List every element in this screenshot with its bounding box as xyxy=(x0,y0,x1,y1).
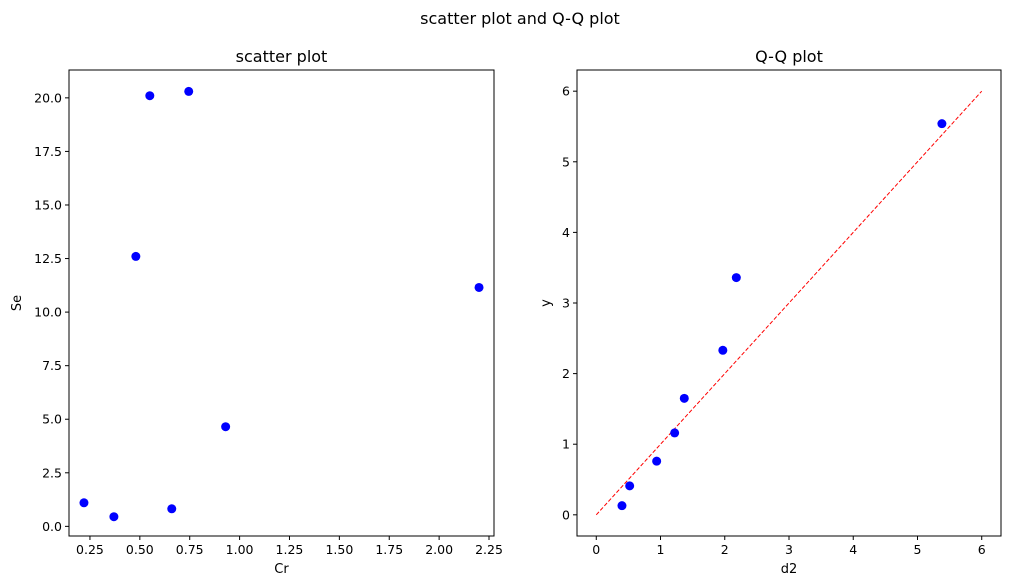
scatter-plot-xtick-label: 2.00 xyxy=(425,542,453,557)
scatter-plot-ylabel: Se xyxy=(10,295,25,311)
scatter-plot-ytick-label: 12.5 xyxy=(34,251,62,266)
qq-plot-point xyxy=(670,428,680,438)
scatter-plot-point xyxy=(131,251,141,261)
scatter-plot-ytick-label: 0.0 xyxy=(42,519,62,534)
qq-plot-point xyxy=(652,456,662,466)
qq-plot-ytick-label: 6 xyxy=(562,84,570,99)
qq-plot-point xyxy=(937,119,947,129)
qq-plot-xtick-label: 6 xyxy=(978,542,986,557)
scatter-plot-xtick-label: 0.50 xyxy=(126,542,154,557)
qq-plot-point xyxy=(718,345,728,355)
scatter-plot-ytick-label: 15.0 xyxy=(34,197,62,212)
qq-plot-xtick-label: 0 xyxy=(592,542,600,557)
scatter-plot-axes-frame xyxy=(68,69,495,537)
qq-plot-ticks: 0 1 2 3 4 5 6 0 1 2 3 4 5 6 xyxy=(562,84,986,557)
qq-plot-xtick-label: 5 xyxy=(914,542,922,557)
qq-plot-ytick-label: 0 xyxy=(562,507,570,522)
qq-plot-ytick-label: 4 xyxy=(562,225,570,240)
scatter-plot-point xyxy=(145,91,155,101)
qq-plot-point xyxy=(625,481,635,491)
qq-plot-axes-frame xyxy=(576,69,1002,537)
scatter-plot-point xyxy=(184,86,194,96)
scatter-plot-point xyxy=(109,512,119,522)
scatter-plot-panel: scatter plot Cr Se 0.25 0.50 0.75 1.00 1.25 1… xyxy=(10,47,503,577)
scatter-plot-ytick-label: 17.5 xyxy=(34,144,62,159)
qq-plot-xlabel: d2 xyxy=(781,562,798,577)
qq-plot-panel: Q-Q plot d2 y 0 1 2 3 4 5 6 0 1 2 3 4 5 6 xyxy=(539,47,1002,577)
scatter-plot-point xyxy=(221,422,231,432)
qq-plot-ytick-label: 2 xyxy=(562,366,570,381)
scatter-plot-ytick-label: 20.0 xyxy=(34,90,62,105)
scatter-plot-ytick-label: 7.5 xyxy=(42,358,62,373)
qq-plot-xtick-label: 4 xyxy=(849,542,857,557)
qq-plot-marks xyxy=(595,90,983,516)
scatter-plot-xtick-label: 0.25 xyxy=(76,542,104,557)
scatter-plot-xlabel: Cr xyxy=(274,562,289,577)
scatter-plot-ytick-label: 2.5 xyxy=(42,465,62,480)
scatter-plot-point xyxy=(167,504,177,514)
scatter-plot-xtick-label: 1.75 xyxy=(375,542,403,557)
qq-plot-point xyxy=(617,501,627,511)
qq-plot-xtick-label: 3 xyxy=(785,542,793,557)
scatter-plot-xtick-label: 0.75 xyxy=(176,542,204,557)
scatter-plot-xtick-label: 1.25 xyxy=(276,542,304,557)
qq-plot-ytick-label: 5 xyxy=(562,154,570,169)
qq-plot-title: Q-Q plot xyxy=(755,47,823,66)
scatter-plot-title: scatter plot xyxy=(236,47,328,66)
scatter-plot-marks xyxy=(79,86,484,522)
scatter-plot-xtick-label: 1.00 xyxy=(226,542,254,557)
scatter-plot-ytick-label: 10.0 xyxy=(34,305,62,320)
scatter-plot-point xyxy=(474,282,484,292)
qq-plot-xtick-label: 2 xyxy=(721,542,729,557)
scatter-plot-xtick-label: 1.50 xyxy=(325,542,353,557)
qq-plot-point xyxy=(679,393,689,403)
scatter-plot-ticks: 0.25 0.50 0.75 1.00 1.25 1.50 1.75 2.00 2.25 0.0 2… xyxy=(34,90,503,557)
qq-plot-ylabel: y xyxy=(539,299,554,307)
figure-suptitle: scatter plot and Q-Q plot xyxy=(420,9,620,28)
qq-plot-xtick-label: 1 xyxy=(657,542,665,557)
scatter-plot-ytick-label: 5.0 xyxy=(42,412,62,427)
qq-plot-ytick-label: 1 xyxy=(562,437,570,452)
qq-plot-ytick-label: 3 xyxy=(562,296,570,311)
qq-plot-reference-line xyxy=(595,90,983,516)
scatter-plot-xtick-label: 2.25 xyxy=(475,542,503,557)
qq-plot-point xyxy=(731,273,741,283)
scatter-plot-point xyxy=(79,498,89,508)
